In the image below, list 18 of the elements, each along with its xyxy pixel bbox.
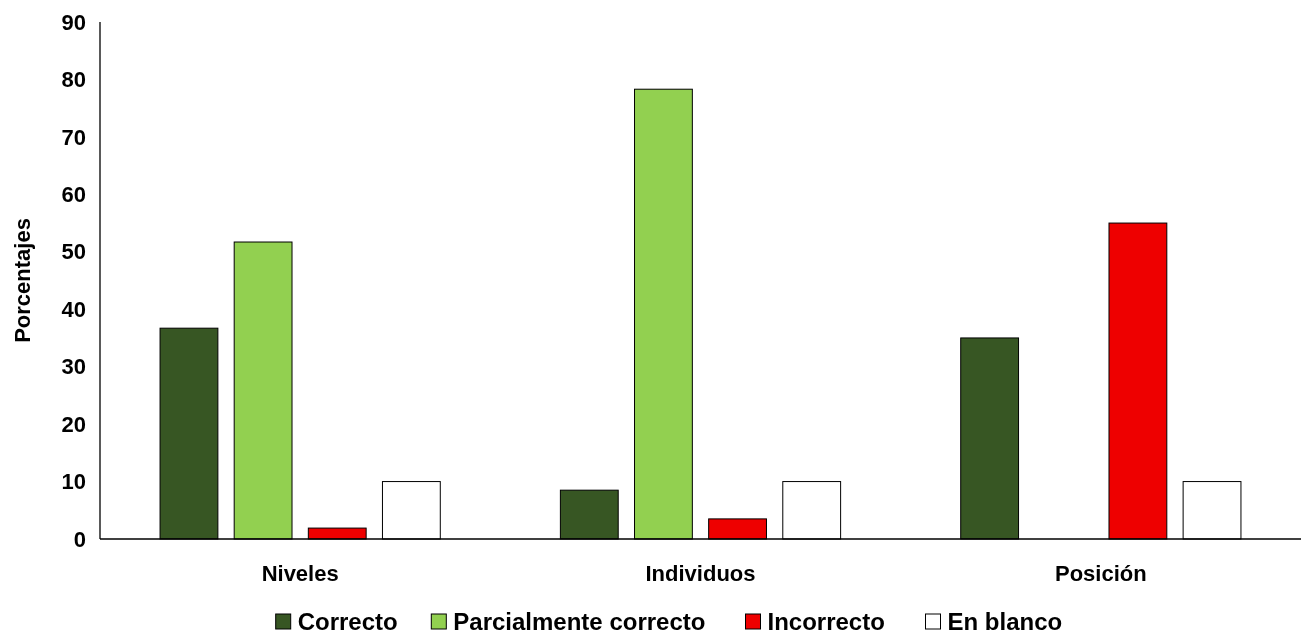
x-tick-label: Individuos [645,561,756,586]
y-tick-label: 80 [61,67,86,93]
y-tick-label: 50 [61,239,86,265]
y-tick-label: 60 [61,182,86,208]
legend-label: Incorrecto [767,608,885,635]
y-tick-label: 90 [61,9,86,35]
legend-label: En blanco [947,608,1063,635]
legend-label: Correcto [297,608,398,635]
x-tick-label: Niveles [261,561,339,586]
y-tick-label: 0 [73,526,86,552]
y-tick-label: 70 [61,124,86,150]
y-tick-label: 30 [61,354,86,380]
x-tick-label: Posición [1054,561,1147,586]
y-axis-title: Porcentajes [10,218,35,343]
y-tick-label: 40 [61,296,86,322]
y-tick-label: 20 [61,411,86,437]
y-tick-label: 10 [61,469,86,495]
legend-label: Parcialmente correcto [453,608,706,635]
